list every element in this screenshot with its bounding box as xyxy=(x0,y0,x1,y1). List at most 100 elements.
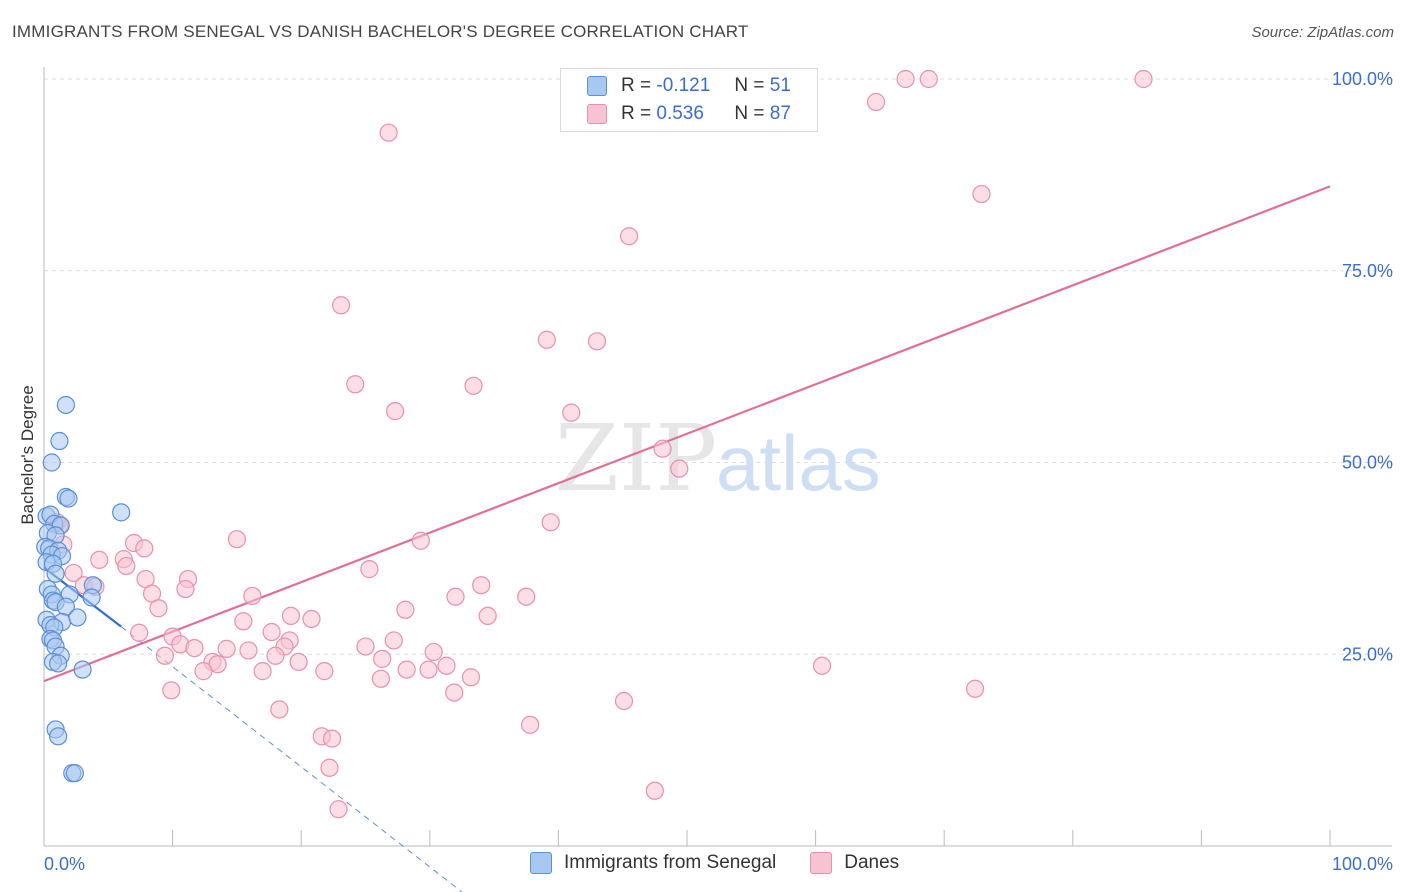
danes-point xyxy=(346,375,365,394)
danes-point xyxy=(64,563,83,583)
danes-point xyxy=(1134,69,1153,89)
danes-point xyxy=(315,662,334,681)
danes-point xyxy=(117,556,136,576)
danes-point xyxy=(329,800,348,819)
senegal-point xyxy=(68,608,87,627)
danes-point xyxy=(289,652,308,672)
danes-point xyxy=(620,227,639,246)
danes-point xyxy=(812,656,832,675)
danes-point xyxy=(472,576,491,595)
n-label: N = xyxy=(734,75,765,96)
danes-point xyxy=(90,550,109,570)
danes-point xyxy=(149,599,168,618)
legend-row-senegal: R = -0.121 N = 51 xyxy=(587,73,791,99)
senegal-point xyxy=(50,431,69,451)
danes-point xyxy=(965,679,985,698)
danes-point xyxy=(464,376,483,395)
chart-title: IMMIGRANTS FROM SENEGAL VS DANISH BACHEL… xyxy=(12,22,749,41)
n-label: N = xyxy=(734,103,765,124)
danes-point xyxy=(396,600,415,619)
danes-point xyxy=(217,639,236,658)
danes-point xyxy=(356,637,375,656)
danes-point xyxy=(135,539,154,558)
axes xyxy=(43,67,1392,847)
danes-point xyxy=(972,184,991,204)
x-tick-label: 0.0% xyxy=(44,854,85,874)
y-tick-label: 100.0% xyxy=(1332,69,1393,89)
danes-point xyxy=(176,579,195,599)
danes-point xyxy=(411,531,430,550)
y-tick-label: 75.0% xyxy=(1342,261,1393,281)
danes-point xyxy=(614,691,634,711)
danes-point xyxy=(437,656,456,675)
senegal-point xyxy=(59,489,78,508)
danes-point xyxy=(385,402,405,421)
senegal-point xyxy=(73,660,92,679)
data-points xyxy=(36,69,1153,819)
danes-point xyxy=(866,92,886,112)
r-value: 0.536 xyxy=(656,103,704,124)
watermark-zip: ZIP xyxy=(555,405,717,512)
tick-labels: 25.0% 50.0% 75.0% 100.0% 0.0% 100.0% xyxy=(44,69,1393,874)
danes-point xyxy=(446,587,465,606)
danes-legend-swatch xyxy=(810,852,833,874)
danes-point xyxy=(371,669,391,688)
danes-point xyxy=(461,668,481,687)
senegal-point xyxy=(46,564,65,583)
r-label: R = xyxy=(621,75,652,96)
danes-point xyxy=(379,123,398,142)
danes-point xyxy=(262,622,281,642)
senegal-trend-extension xyxy=(120,626,463,892)
danes-point xyxy=(419,660,438,679)
senegal-point xyxy=(82,588,101,607)
danes-point xyxy=(360,560,379,579)
source-credit: Source: ZipAtlas.com xyxy=(1251,24,1394,41)
danes-point xyxy=(239,641,258,660)
danes-point xyxy=(645,781,664,800)
danes-trend-line xyxy=(43,185,1331,683)
danes-point xyxy=(478,606,497,626)
watermark-atlas: atlas xyxy=(716,419,881,507)
n-value: 87 xyxy=(769,103,791,124)
y-axis-label: Bachelor's Degree xyxy=(18,385,37,525)
senegal-swatch xyxy=(587,76,607,96)
danes-swatch xyxy=(587,104,607,124)
danes-point xyxy=(397,660,416,679)
grid-lines xyxy=(44,78,1392,655)
r-value: -0.121 xyxy=(656,75,711,96)
series-legend: Immigrants from Senegal Danes xyxy=(530,852,899,874)
danes-point xyxy=(243,586,262,606)
senegal-point xyxy=(112,503,131,522)
danes-point xyxy=(670,459,689,478)
senegal-legend-label: Immigrants from Senegal xyxy=(564,852,777,873)
danes-point xyxy=(445,683,464,702)
danes-point xyxy=(653,439,672,458)
danes-point xyxy=(537,330,556,349)
senegal-legend-swatch xyxy=(530,852,552,874)
danes-point xyxy=(162,681,181,700)
danes-legend-label: Danes xyxy=(844,852,900,873)
senegal-point xyxy=(42,453,61,472)
danes-point xyxy=(424,642,443,662)
danes-point xyxy=(234,612,253,631)
danes-point xyxy=(919,69,938,89)
senegal-point xyxy=(49,654,68,673)
r-label: R = xyxy=(621,103,652,124)
danes-point xyxy=(521,715,540,734)
danes-point xyxy=(384,631,403,650)
y-tick-label: 25.0% xyxy=(1342,644,1393,664)
danes-point xyxy=(517,587,536,606)
senegal-point xyxy=(65,764,84,783)
danes-point xyxy=(896,69,915,89)
y-tick-label: 50.0% xyxy=(1342,453,1393,473)
danes-point xyxy=(302,609,321,629)
danes-point xyxy=(322,729,342,748)
senegal-point xyxy=(49,727,68,746)
danes-point xyxy=(562,403,581,422)
n-value: 51 xyxy=(769,75,791,96)
danes-point xyxy=(373,649,392,668)
danes-point xyxy=(194,662,213,681)
danes-point xyxy=(253,662,272,681)
